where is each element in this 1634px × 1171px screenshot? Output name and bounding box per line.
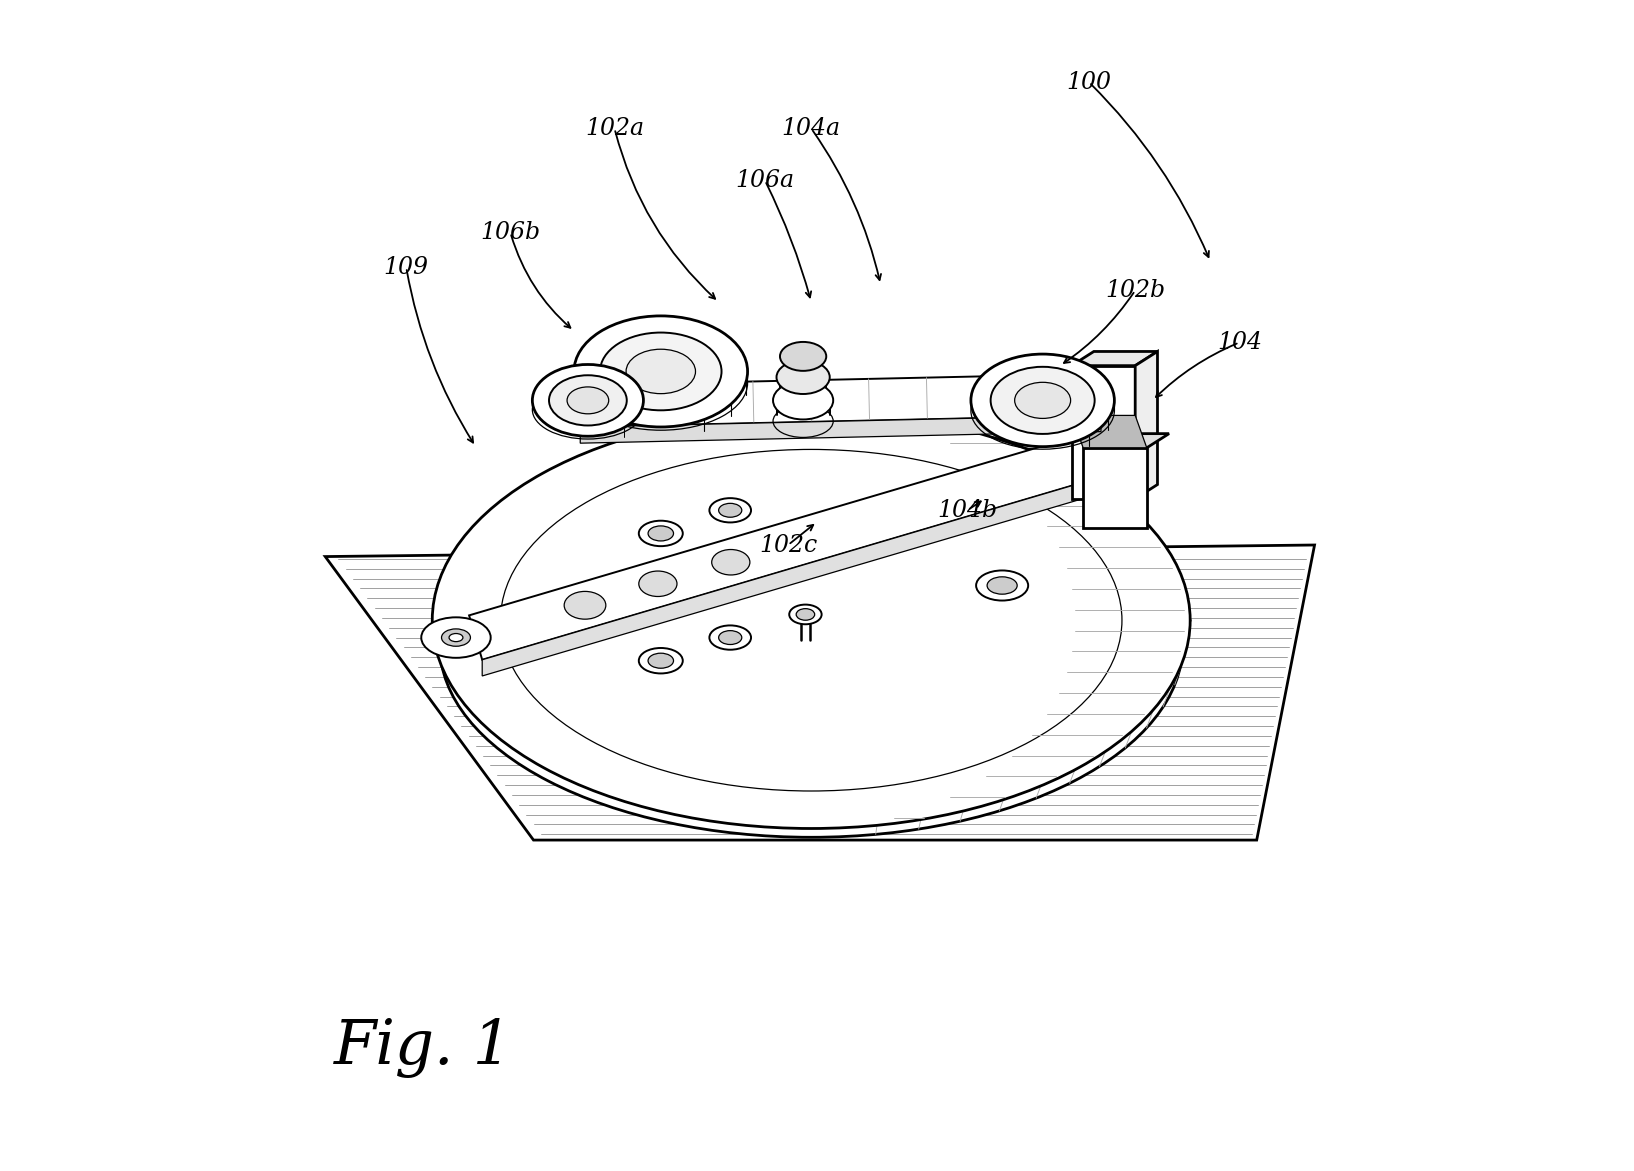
Ellipse shape bbox=[779, 342, 827, 371]
Ellipse shape bbox=[776, 361, 830, 393]
Ellipse shape bbox=[990, 367, 1095, 434]
Text: 102b: 102b bbox=[1105, 279, 1165, 302]
Ellipse shape bbox=[709, 498, 752, 522]
Ellipse shape bbox=[987, 577, 1018, 594]
Ellipse shape bbox=[639, 571, 676, 596]
Ellipse shape bbox=[773, 382, 833, 419]
Polygon shape bbox=[469, 436, 1090, 659]
Ellipse shape bbox=[639, 521, 683, 546]
Ellipse shape bbox=[440, 454, 1183, 837]
Text: 109: 109 bbox=[384, 255, 428, 279]
Ellipse shape bbox=[441, 629, 471, 646]
Polygon shape bbox=[1083, 433, 1168, 447]
Polygon shape bbox=[1136, 351, 1157, 499]
Ellipse shape bbox=[975, 570, 1028, 601]
Ellipse shape bbox=[719, 631, 742, 644]
Text: 102c: 102c bbox=[758, 534, 817, 556]
Polygon shape bbox=[1072, 416, 1147, 447]
Ellipse shape bbox=[649, 526, 673, 541]
Ellipse shape bbox=[971, 354, 1114, 446]
Ellipse shape bbox=[1015, 382, 1070, 418]
Ellipse shape bbox=[564, 591, 606, 619]
Text: 104a: 104a bbox=[781, 117, 842, 141]
Polygon shape bbox=[580, 374, 1101, 427]
Text: 100: 100 bbox=[1067, 70, 1111, 94]
Ellipse shape bbox=[712, 549, 750, 575]
Ellipse shape bbox=[649, 589, 673, 604]
Text: 106b: 106b bbox=[480, 221, 541, 244]
Ellipse shape bbox=[533, 364, 644, 437]
Polygon shape bbox=[1072, 365, 1136, 499]
Ellipse shape bbox=[422, 617, 490, 658]
Polygon shape bbox=[580, 416, 1101, 443]
Ellipse shape bbox=[719, 504, 742, 518]
Polygon shape bbox=[482, 480, 1090, 676]
Ellipse shape bbox=[789, 604, 822, 624]
Ellipse shape bbox=[639, 648, 683, 673]
Ellipse shape bbox=[639, 584, 683, 610]
Ellipse shape bbox=[719, 567, 742, 581]
Ellipse shape bbox=[567, 386, 609, 413]
Text: 102a: 102a bbox=[585, 117, 644, 141]
Ellipse shape bbox=[796, 609, 815, 621]
Text: Fig. 1: Fig. 1 bbox=[335, 1019, 513, 1078]
Ellipse shape bbox=[626, 349, 696, 393]
Text: 106a: 106a bbox=[735, 169, 794, 192]
Text: 104b: 104b bbox=[938, 499, 997, 522]
Ellipse shape bbox=[574, 316, 748, 427]
Ellipse shape bbox=[449, 634, 462, 642]
Ellipse shape bbox=[709, 562, 752, 586]
Polygon shape bbox=[1083, 447, 1147, 528]
Polygon shape bbox=[1072, 351, 1157, 365]
Ellipse shape bbox=[549, 375, 627, 425]
Ellipse shape bbox=[433, 412, 1190, 829]
Ellipse shape bbox=[649, 653, 673, 669]
Ellipse shape bbox=[709, 625, 752, 650]
Ellipse shape bbox=[600, 333, 722, 410]
Text: 104: 104 bbox=[1217, 331, 1261, 354]
Polygon shape bbox=[325, 545, 1315, 840]
